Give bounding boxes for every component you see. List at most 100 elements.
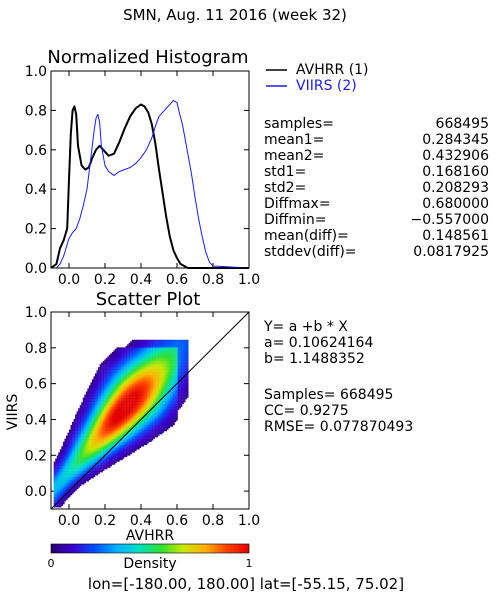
density-cell	[96, 437, 99, 439]
density-cell	[162, 431, 165, 433]
density-cell	[165, 397, 168, 400]
density-cell	[107, 403, 109, 406]
density-cell	[98, 370, 100, 372]
density-cell	[98, 399, 100, 401]
density-cell	[90, 405, 93, 407]
density-cell	[134, 389, 137, 392]
density-cell	[110, 388, 113, 391]
density-cell	[156, 399, 158, 401]
density-cell	[61, 458, 64, 461]
density-cell	[116, 389, 119, 392]
density-cell	[151, 385, 154, 388]
density-cell	[85, 406, 88, 409]
density-cell	[91, 455, 94, 458]
density-cell	[73, 435, 76, 438]
density-cell	[117, 458, 120, 461]
density-cell	[99, 391, 102, 394]
density-cell	[101, 379, 103, 382]
density-cell	[62, 452, 65, 455]
density-cell	[81, 444, 83, 447]
density-cell	[133, 396, 135, 398]
density-cell	[96, 397, 99, 400]
density-cell	[69, 493, 71, 496]
density-cell	[67, 482, 70, 485]
density-cell	[88, 389, 91, 392]
density-cell	[85, 399, 88, 401]
density-cell	[107, 446, 109, 449]
density-cell	[117, 382, 120, 385]
density-cell	[130, 388, 132, 391]
density-cell	[142, 388, 145, 391]
density-cell	[136, 350, 139, 353]
density-cell	[157, 383, 160, 386]
density-cell	[150, 393, 152, 395]
density-cell	[113, 394, 116, 397]
density-cell	[117, 347, 120, 350]
density-cell	[65, 466, 68, 468]
density-cell	[140, 370, 143, 372]
density-cell	[119, 447, 122, 450]
density-cell	[107, 358, 109, 360]
density-cell	[125, 391, 128, 394]
density-cell	[150, 376, 152, 378]
density-cell	[67, 469, 70, 471]
density-cell	[169, 370, 172, 372]
density-cell	[148, 367, 151, 369]
density-cell	[90, 440, 93, 442]
density-cell	[131, 450, 134, 453]
density-cell	[153, 358, 155, 360]
density-cell	[59, 475, 62, 477]
density-cell	[82, 463, 85, 465]
density-cell	[136, 396, 139, 398]
density-cell	[137, 354, 140, 357]
density-cell	[134, 397, 137, 400]
density-cell	[102, 393, 105, 395]
density-cell	[159, 356, 161, 359]
density-cell	[110, 376, 113, 378]
density-cell	[150, 400, 152, 403]
density-cell	[73, 470, 76, 473]
density-cell	[104, 434, 106, 436]
density-cell	[117, 385, 120, 388]
density-cell	[79, 446, 82, 449]
density-cell	[91, 397, 94, 400]
density-cell	[56, 466, 59, 468]
density-cell	[159, 351, 161, 354]
density-cell	[153, 421, 155, 424]
density-cell	[93, 449, 96, 452]
density-cell	[148, 414, 151, 417]
density-cell	[117, 367, 120, 369]
density-cell	[113, 423, 116, 426]
density-cell	[154, 388, 157, 391]
density-cell	[58, 476, 60, 479]
density-cell	[143, 386, 146, 389]
density-cell	[148, 403, 151, 406]
density-cell	[124, 452, 126, 455]
density-cell	[173, 371, 175, 374]
density-cell	[131, 449, 134, 452]
density-cell	[121, 440, 123, 442]
density-cell	[128, 371, 131, 374]
density-cell	[73, 444, 76, 447]
density-cell	[91, 379, 94, 382]
density-cell	[124, 409, 126, 412]
density-cell	[133, 356, 135, 359]
density-cell	[156, 412, 158, 415]
density-cell	[125, 350, 128, 353]
scatter-y-tick-label: 0.2	[25, 448, 47, 464]
density-cell	[102, 438, 105, 441]
density-cell	[99, 461, 102, 464]
density-cell	[111, 417, 114, 420]
density-cell	[157, 429, 160, 432]
density-cell	[125, 426, 128, 429]
density-cell	[140, 403, 143, 406]
density-cell	[133, 406, 135, 409]
density-cell	[133, 361, 135, 363]
density-cell	[137, 447, 140, 450]
density-cell	[62, 472, 65, 474]
density-cell	[173, 359, 175, 362]
density-cell	[147, 368, 149, 371]
density-cell	[159, 396, 161, 398]
density-cell	[99, 423, 102, 426]
density-cell	[81, 449, 83, 452]
